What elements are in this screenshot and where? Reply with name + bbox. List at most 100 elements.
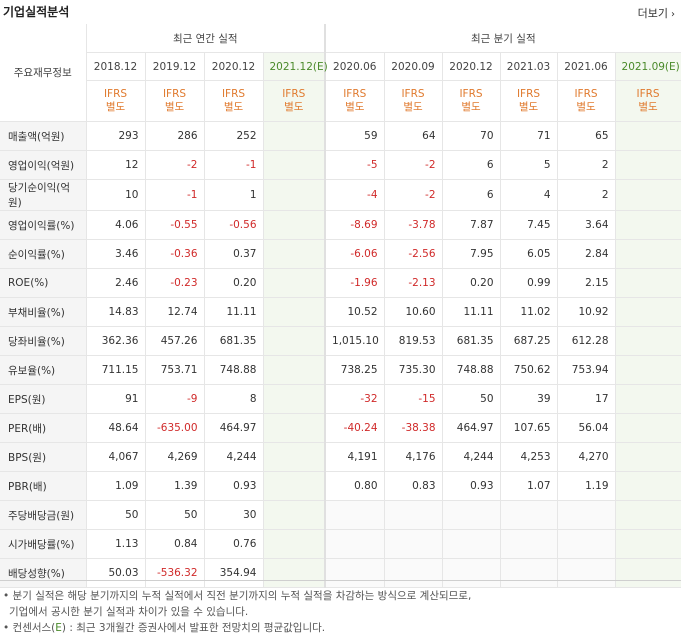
- corner-header: 주요재무정보: [0, 24, 87, 122]
- table-cell: 4,244: [204, 442, 264, 472]
- table-cell: 39: [500, 384, 558, 414]
- table-cell: 1.19: [557, 471, 616, 501]
- table-row: PBR(배) 1.09 1.39 0.93 0.80 0.83 0.93 1.07 1.19: [0, 471, 681, 501]
- more-link[interactable]: 더보기 ›: [638, 5, 675, 21]
- ifrs-line2: 별도: [284, 101, 304, 113]
- table-cell: 10.92: [557, 297, 616, 327]
- table-cell: [615, 326, 681, 356]
- table-cell: [442, 529, 501, 559]
- period-header: 2020.12: [204, 52, 264, 81]
- row-label: 당기순이익(억원): [0, 179, 87, 211]
- ifrs-label: IFRS 별도: [442, 80, 501, 122]
- table-cell: -6.06: [324, 239, 385, 269]
- more-label: 더보기: [637, 7, 668, 20]
- table-cell: 4,253: [500, 442, 558, 472]
- table-cell: 4,269: [145, 442, 205, 472]
- table-cell: 748.88: [442, 355, 501, 385]
- table-cell: [557, 529, 616, 559]
- table-cell: 3.46: [86, 239, 146, 269]
- table-cell: 464.97: [204, 413, 264, 443]
- note-line-2: 기업에서 공시한 분기 실적과 차이가 있을 수 있습니다.: [9, 606, 249, 618]
- table-cell: 4,270: [557, 442, 616, 472]
- note-line-3-suffix: ) : 최근 3개월간 증권사에서 발표한 전망치의 평균값입니다.: [61, 622, 326, 634]
- ifrs-line1: IFRS: [162, 88, 187, 100]
- table-cell: 65: [557, 121, 616, 151]
- table-cell: 48.64: [86, 413, 146, 443]
- row-label: 부채비율(%): [0, 297, 87, 327]
- table-row: 영업이익률(%) 4.06 -0.55 -0.56 -8.69 -3.78 7.87 7.45…: [0, 210, 681, 240]
- table-cell: 4,244: [442, 442, 501, 472]
- table-row: 당기순이익(억원) 10 -1 1 -4 -2 6 4 2: [0, 179, 681, 211]
- table-cell: -32: [324, 384, 385, 414]
- table-cell: -9: [145, 384, 205, 414]
- table-cell: 0.80: [324, 471, 385, 501]
- table-cell: -38.38: [384, 413, 443, 443]
- table-cell: [615, 384, 681, 414]
- table-cell: [615, 500, 681, 530]
- table-cell: 1.39: [145, 471, 205, 501]
- table-cell: 1: [204, 179, 264, 211]
- table-cell: 681.35: [204, 326, 264, 356]
- table-cell: 8: [204, 384, 264, 414]
- table-cell: 681.35: [442, 326, 501, 356]
- table-cell: 2.15: [557, 268, 616, 298]
- table-cell: [263, 471, 326, 501]
- row-label: BPS(원): [0, 442, 87, 472]
- ifrs-line2: 별도: [638, 101, 658, 113]
- table-cell: [263, 239, 326, 269]
- row-label: 유보율(%): [0, 355, 87, 385]
- table-cell: -1: [145, 179, 205, 211]
- note-line-3-e: E: [55, 622, 62, 634]
- table-cell: 11.02: [500, 297, 558, 327]
- note-line-3-prefix: • 컨센서스(: [3, 622, 56, 634]
- table-cell: 293: [86, 121, 146, 151]
- row-label: 순이익률(%): [0, 239, 87, 269]
- ifrs-line2: 별도: [164, 101, 185, 113]
- chevron-right-icon: ›: [671, 9, 675, 20]
- table-cell: 0.83: [384, 471, 443, 501]
- table-row: 시가배당률(%) 1.13 0.84 0.76: [0, 529, 681, 559]
- period-header: 2019.12: [145, 52, 205, 81]
- row-label: 당좌비율(%): [0, 326, 87, 356]
- table-cell: 2.84: [557, 239, 616, 269]
- notes: • 분기 실적은 해당 분기까지의 누적 실적에서 직전 분기까지의 누적 실적…: [3, 588, 471, 636]
- table-cell: -1.96: [324, 268, 385, 298]
- table-row: 매출액(억원) 293 286 252 59 64 70 71 65: [0, 121, 681, 151]
- table-cell: 0.93: [204, 471, 264, 501]
- row-label: 시가배당률(%): [0, 529, 87, 559]
- table-cell: [263, 297, 326, 327]
- ifrs-line1: IFRS: [459, 88, 483, 100]
- table-cell: -0.23: [145, 268, 205, 298]
- row-label: 매출액(억원): [0, 121, 87, 151]
- table-cell: [615, 529, 681, 559]
- table-cell: 0.37: [204, 239, 264, 269]
- note-line-3: • 컨센서스(E) : 최근 3개월간 증권사에서 발표한 전망치의 평균값입니…: [3, 620, 471, 636]
- table-cell: [263, 355, 326, 385]
- table-cell: [615, 413, 681, 443]
- group-annual-header: 최근 연간 실적: [86, 24, 326, 53]
- table-cell: 4,067: [86, 442, 146, 472]
- table-cell: 7.95: [442, 239, 501, 269]
- table-cell: 91: [86, 384, 146, 414]
- table-cell: [500, 558, 558, 588]
- table-cell: [615, 297, 681, 327]
- ifrs-line1: IFRS: [516, 88, 541, 100]
- row-label: PER(배): [0, 413, 87, 443]
- table-cell: 735.30: [384, 355, 443, 385]
- ifrs-line1: IFRS: [282, 88, 306, 100]
- table-cell: [263, 384, 326, 414]
- period-header: 2020.06: [324, 52, 385, 81]
- ifrs-line2: 별도: [576, 101, 596, 113]
- table-cell: [324, 558, 385, 588]
- ifrs-label: IFRS 별도: [615, 80, 681, 122]
- row-label: 배당성향(%): [0, 558, 87, 588]
- table-row: 배당성향(%) 50.03 -536.32 354.94: [0, 558, 681, 588]
- period-header: 2021.03: [500, 52, 558, 81]
- table-cell: [263, 442, 326, 472]
- ifrs-line1: IFRS: [636, 88, 660, 100]
- table-cell: [263, 529, 326, 559]
- table-cell: -8.69: [324, 210, 385, 240]
- table-cell: [442, 558, 501, 588]
- table-cell: 0.20: [442, 268, 501, 298]
- period-header: 2021.12(E): [263, 52, 328, 81]
